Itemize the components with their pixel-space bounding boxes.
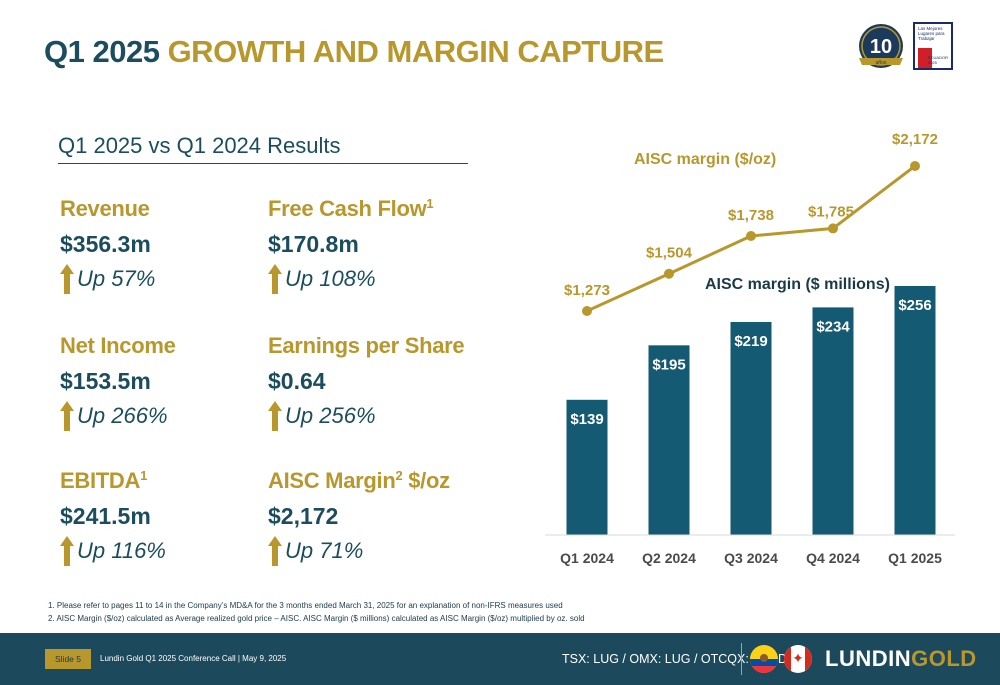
metric-label: Earnings per Share <box>268 333 465 358</box>
up-arrow-icon <box>60 536 74 566</box>
gptw-red-block <box>918 48 932 68</box>
metric-revenue: Revenue $356.3m Up 57% <box>60 196 280 294</box>
metric-change: Up 71% <box>268 536 488 566</box>
metric-label: Free Cash Flow1 <box>268 196 434 221</box>
line-label-0: $1,273 <box>564 282 610 299</box>
metric-value: $356.3m <box>60 231 151 257</box>
x-tick-label-0: Q1 2024 <box>560 550 614 566</box>
line-label-3: $1,785 <box>808 203 854 220</box>
bar-1 <box>648 345 690 535</box>
metric-net-income: Net Income $153.5m Up 266% <box>60 333 280 431</box>
metric-label: EBITDA1 <box>60 468 148 493</box>
line-point-0 <box>582 306 592 316</box>
bar-label-2: $219 <box>734 333 767 350</box>
footnote-1: 1. Please refer to pages 11 to 14 in the… <box>48 601 563 610</box>
up-arrow-icon <box>60 401 74 431</box>
bar-4 <box>894 286 936 535</box>
gptw-year: ECUADOR 2025 <box>927 55 948 65</box>
x-tick-label-1: Q2 2024 <box>642 550 696 566</box>
line-layer: $1,273 $1,504 $1,738 $1,785 $2,172 <box>564 131 938 316</box>
great-place-to-work-badge: Las Mejores Lugares para Trabajar ECUADO… <box>913 22 953 70</box>
metric-free-cash-flow: Free Cash Flow1 $170.8m Up 108% <box>268 196 488 294</box>
up-arrow-icon <box>60 264 74 294</box>
metric-value: $2,172 <box>268 503 339 529</box>
footer-divider <box>741 643 742 675</box>
line-point-3 <box>828 223 838 234</box>
metric-change: Up 256% <box>268 401 488 431</box>
anniversary-number: 10 <box>870 36 892 58</box>
title-headline: GROWTH AND MARGIN CAPTURE <box>167 34 665 69</box>
line-series-name: AISC margin ($/oz) <box>634 151 776 168</box>
page-title: Q1 2025 GROWTH AND MARGIN CAPTURE <box>44 34 664 70</box>
event-caption: Lundin Gold Q1 2025 Conference Call | Ma… <box>100 654 287 663</box>
x-tick-label-3: Q4 2024 <box>806 550 860 566</box>
up-arrow-icon <box>268 264 282 294</box>
bar-label-4: $256 <box>898 297 931 314</box>
up-arrow-icon <box>268 536 282 566</box>
footnote-2: 2. AISC Margin ($/oz) calculated as Aver… <box>48 614 585 623</box>
footnotes: 1. Please refer to pages 11 to 14 in the… <box>48 599 585 625</box>
metric-change: Up 57% <box>60 264 280 294</box>
metric-ebitda: EBITDA1 $241.5m Up 116% <box>60 468 280 566</box>
metric-aisc-margin: AISC Margin2 $/oz $2,172 Up 71% <box>268 468 488 566</box>
line-label-4: $2,172 <box>892 131 938 148</box>
title-quarter: Q1 2025 <box>44 34 160 69</box>
stock-tickers: TSX: LUG / OMX: LUG / OTCQX: LUGDF <box>562 652 795 666</box>
metric-label: Revenue <box>60 196 150 221</box>
metric-label: Net Income <box>60 333 176 358</box>
line-series-path <box>586 164 916 313</box>
x-tick-label-2: Q3 2024 <box>724 550 778 566</box>
metric-change: Up 108% <box>268 264 488 294</box>
slide-number: Slide 5 <box>45 649 91 669</box>
labels-layer: $139 Q1 2024 $195 Q2 2024 $219 Q3 2024 $234 Q4 … <box>560 297 942 566</box>
bar-0 <box>566 399 608 535</box>
metric-value: $153.5m <box>60 368 151 394</box>
canada-flag-icon: ✦ <box>784 645 812 673</box>
line-label-2: $1,738 <box>728 207 774 224</box>
up-arrow-icon <box>268 401 282 431</box>
anniversary-badge-icon: 10 años <box>859 24 903 68</box>
x-tick-label-4: Q1 2025 <box>888 550 942 566</box>
lundin-gold-logo: LUNDINGOLD <box>825 646 977 671</box>
bar-series-name: AISC margin ($ millions) <box>705 276 890 293</box>
metric-value: $241.5m <box>60 503 151 529</box>
bar-label-0: $139 <box>570 411 603 428</box>
bar-3 <box>812 307 854 535</box>
metric-change: Up 266% <box>60 401 280 431</box>
subtitle-divider <box>58 163 468 164</box>
footer-bar: Slide 5 Lundin Gold Q1 2025 Conference C… <box>0 633 1000 685</box>
bar-label-3: $234 <box>816 318 850 335</box>
metric-change: Up 116% <box>60 536 280 566</box>
metric-value: $170.8m <box>268 231 359 257</box>
line-point-1 <box>664 268 674 279</box>
line-point-2 <box>746 231 756 241</box>
metric-label: AISC Margin2 $/oz <box>268 468 450 493</box>
metric-value: $0.64 <box>268 368 326 394</box>
bar-label-1: $195 <box>652 356 685 373</box>
line-point-4 <box>910 161 920 171</box>
bars-layer <box>566 286 936 535</box>
bar-2 <box>730 321 772 535</box>
metric-earnings-per-share: Earnings per Share $0.64 Up 256% <box>268 333 488 431</box>
gptw-text: Las Mejores Lugares para Trabajar <box>918 26 945 41</box>
ecuador-flag-icon <box>750 645 778 673</box>
anniversary-word: años <box>876 60 887 66</box>
line-label-1: $1,504 <box>646 245 693 262</box>
results-subtitle: Q1 2025 vs Q1 2024 Results <box>58 133 341 158</box>
